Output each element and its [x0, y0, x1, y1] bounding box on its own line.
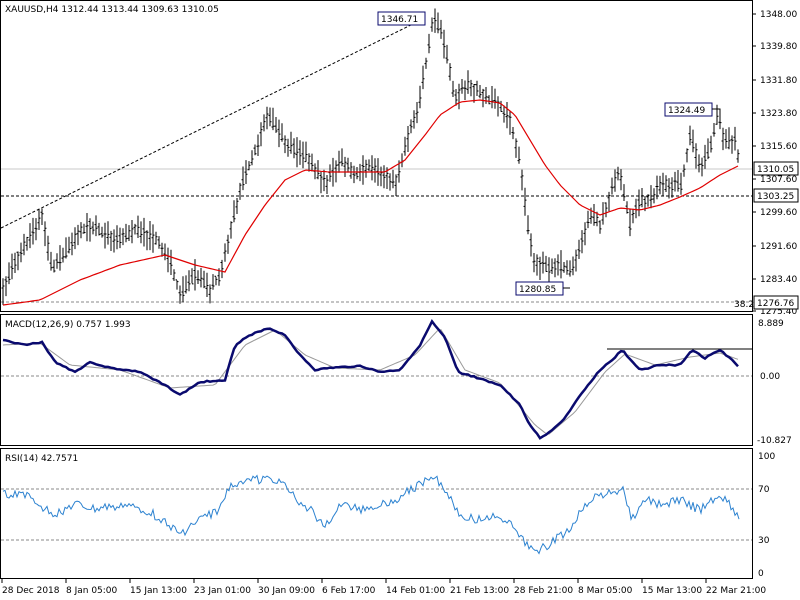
- macd-tick: -10.827: [757, 436, 792, 446]
- price-tick-label: 1331.80: [760, 76, 797, 86]
- time-tick-label: 6 Feb 17:00: [322, 586, 376, 596]
- time-tick-label: 30 Jan 09:00: [258, 586, 315, 596]
- svg-text:1310.05: 1310.05: [757, 165, 794, 175]
- price-tick-label: 1348.00: [760, 10, 797, 20]
- time-tick-label: 28 Dec 2018: [2, 586, 60, 596]
- macd-main-line: [2, 319, 739, 440]
- rsi-tick: 70: [758, 485, 770, 495]
- moving-average-line: [2, 99, 739, 306]
- time-tick-label: 15 Jan 13:00: [130, 586, 187, 596]
- main-chart-title: XAUUSD,H4 1312.44 1313.44 1309.63 1310.0…: [5, 5, 219, 15]
- price-tick-label: 1283.40: [760, 275, 797, 285]
- rsi-panel-frame: [0, 448, 753, 579]
- fib-text: 38.2: [734, 300, 754, 310]
- macd-axis: 8.889 0.00 -10.827: [757, 319, 792, 446]
- rsi-title: RSI(14) 42.7571: [5, 454, 78, 464]
- svg-text:1346.71: 1346.71: [381, 15, 418, 25]
- low-label: 1280.85: [515, 281, 564, 296]
- time-tick-label: 8 Mar 05:00: [578, 586, 633, 596]
- macd-tick: 0.00: [760, 372, 780, 382]
- high-label: 1346.71: [377, 11, 426, 26]
- svg-text:1303.25: 1303.25: [757, 192, 794, 202]
- svg-text:1324.49: 1324.49: [668, 106, 705, 116]
- rsi-tick: 30: [758, 536, 770, 546]
- time-tick-label: 15 Mar 13:00: [642, 586, 702, 596]
- time-tick-label: 22 Mar 21:00: [706, 586, 766, 596]
- svg-text:1280.85: 1280.85: [519, 285, 556, 295]
- fib-badge: 1276.76: [753, 295, 799, 310]
- trend-line: [0, 17, 426, 229]
- macd-panel-frame: [0, 314, 753, 446]
- rsi-tick: 0: [758, 569, 764, 579]
- price-tick-label: 1291.60: [760, 242, 797, 252]
- price-tick-label: 1275.40: [760, 307, 797, 317]
- price-bars: [1, 8, 740, 305]
- time-tick-label: 8 Jan 05:00: [66, 586, 118, 596]
- time-tick-label: 14 Feb 01:00: [386, 586, 445, 596]
- rsi-tick: 100: [758, 452, 775, 462]
- macd-signal-line: [2, 329, 739, 435]
- mid-high-label: 1324.49: [664, 102, 713, 117]
- time-axis: 28 Dec 2018 8 Jan 05:00 15 Jan 13:00 23 Jan…: [1, 579, 766, 596]
- price-tick-label: 1307.60: [760, 175, 797, 185]
- rsi-axis: 100 70 30 0: [758, 452, 775, 579]
- time-tick-label: 28 Feb 21:00: [514, 586, 573, 596]
- svg-text:1276.76: 1276.76: [757, 299, 794, 309]
- price-tick-label: 1299.60: [760, 208, 797, 218]
- current-price-badge: 1310.05: [753, 161, 799, 176]
- time-tick-label: 23 Jan 01:00: [194, 586, 251, 596]
- support-badge: 1303.25: [753, 188, 799, 203]
- macd-title: MACD(12,26,9) 0.757 1.993: [5, 320, 131, 330]
- price-tick-label: 1339.80: [760, 42, 797, 52]
- rsi-line: [2, 474, 740, 555]
- time-tick-label: 21 Feb 13:00: [450, 586, 509, 596]
- price-tick-label: 1315.60: [760, 142, 797, 152]
- price-axis: 1348.00 1339.80 1331.80 1323.80 1315.60 1307.…: [752, 10, 797, 317]
- price-panel-frame: [0, 0, 753, 312]
- macd-tick: 8.889: [758, 319, 784, 329]
- price-tick-label: 1323.80: [760, 109, 797, 119]
